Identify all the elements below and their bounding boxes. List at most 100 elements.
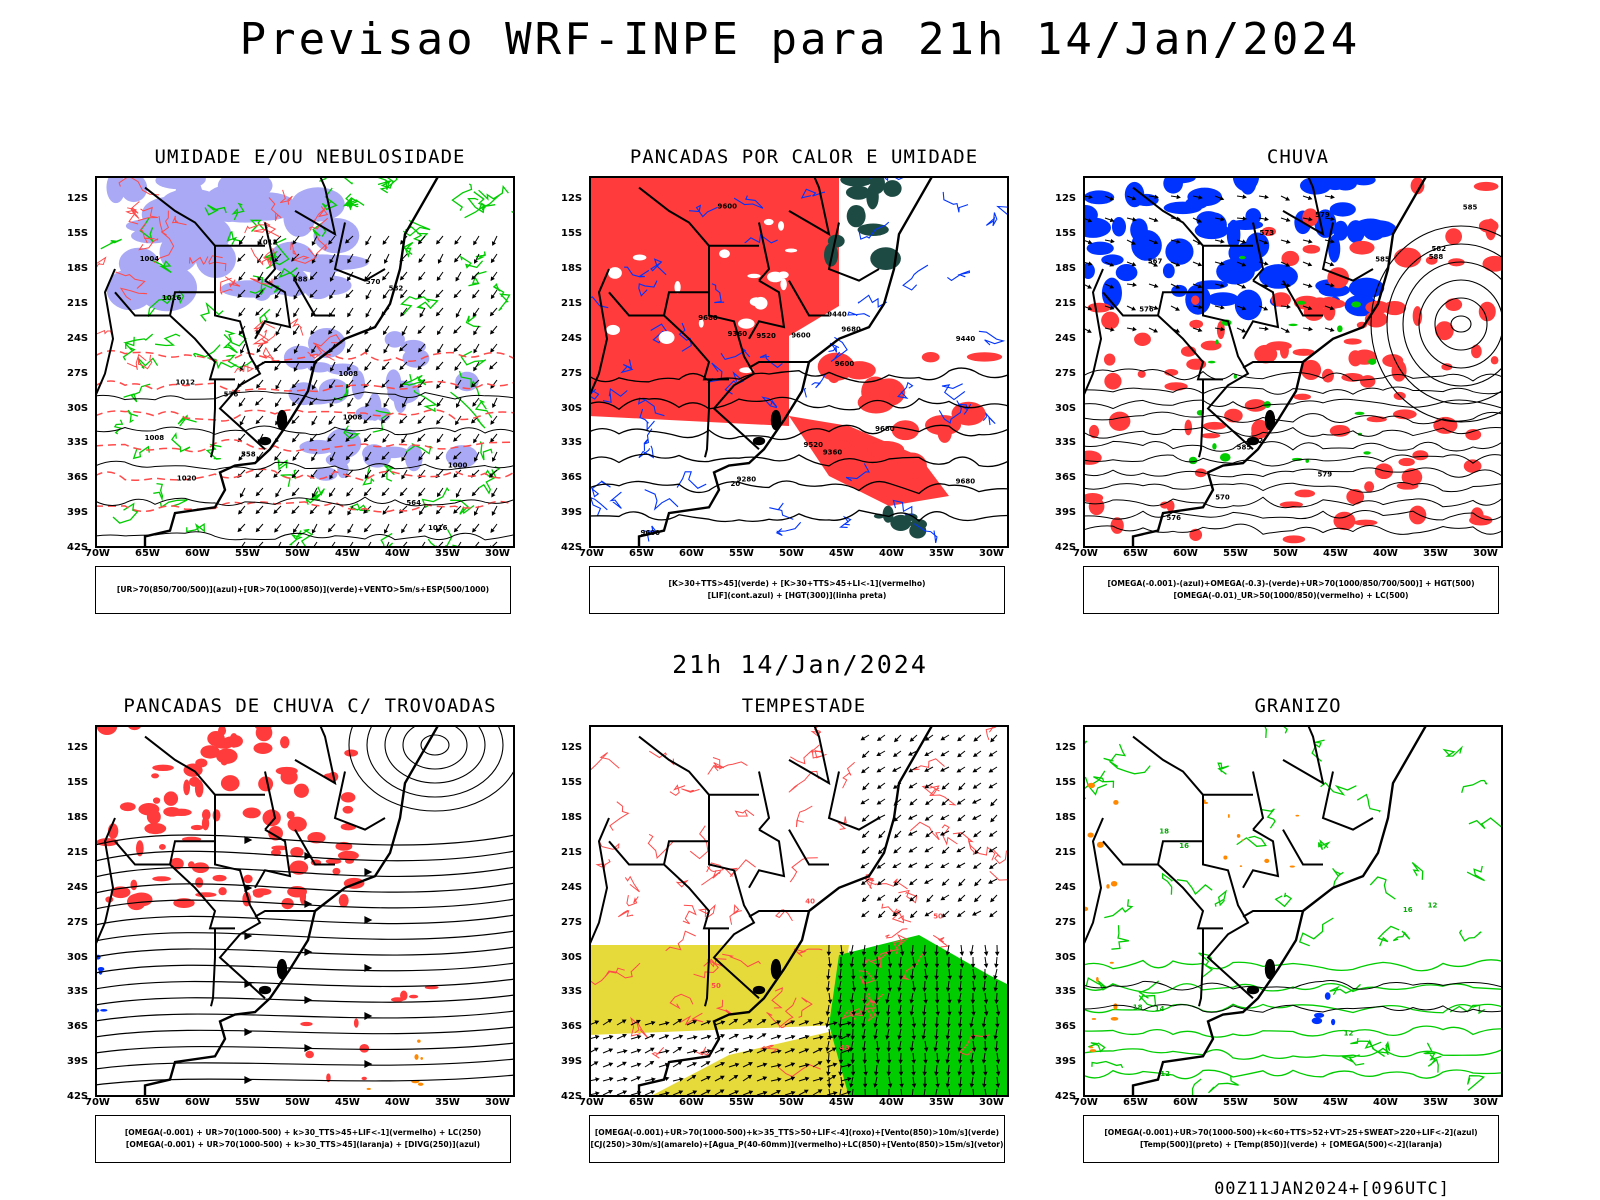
wind-arrowhead bbox=[382, 438, 387, 443]
shaded-area bbox=[1134, 332, 1151, 347]
wind-arrowhead bbox=[946, 963, 951, 969]
contour-label: 576 bbox=[224, 390, 239, 398]
wind-arrowhead bbox=[291, 383, 297, 389]
lat-tick-label: 27S bbox=[561, 916, 583, 928]
wind-arrowhead bbox=[851, 987, 857, 992]
contour-line bbox=[321, 187, 338, 211]
lake bbox=[258, 436, 272, 446]
shaded-area bbox=[1322, 368, 1334, 383]
wind-arrowhead bbox=[981, 1059, 987, 1064]
contour-line bbox=[839, 515, 852, 528]
shaded-area bbox=[1219, 453, 1231, 462]
contour-line bbox=[729, 904, 742, 925]
wind-arrowhead bbox=[382, 294, 387, 300]
wind-arrowhead bbox=[850, 1071, 856, 1077]
wind-arrowhead bbox=[899, 951, 905, 956]
wind-arrowhead bbox=[1109, 217, 1115, 223]
wind-arrowhead bbox=[849, 963, 855, 968]
contour-line bbox=[620, 359, 634, 374]
shaded-area bbox=[1245, 208, 1262, 225]
wind-arrowhead bbox=[650, 1034, 656, 1039]
contour-line bbox=[208, 255, 227, 272]
wind-arrowhead bbox=[291, 419, 296, 425]
wind-arrowhead bbox=[934, 999, 940, 1005]
shaded-area bbox=[1394, 247, 1422, 268]
wind-arrowhead bbox=[934, 987, 940, 993]
contour-line bbox=[402, 219, 431, 237]
contour-label: 570 bbox=[1215, 494, 1230, 502]
panel-trovoadas: PANCADAS DE CHUVA C/ TROVOADAS [OMEGA(-0… bbox=[65, 695, 535, 1200]
wind-arrowhead bbox=[876, 896, 882, 901]
wind-arrowhead bbox=[926, 897, 931, 903]
wind-arrowhead bbox=[892, 863, 898, 869]
lat-tick-label: 27S bbox=[1055, 916, 1077, 928]
contour-line bbox=[891, 176, 908, 181]
wind-arrowhead bbox=[819, 1035, 824, 1040]
wind-vector bbox=[934, 1088, 938, 1097]
wind-arrowhead bbox=[873, 951, 878, 956]
contour-line bbox=[788, 770, 819, 793]
streamline-arrow bbox=[364, 916, 373, 924]
contour-line bbox=[744, 234, 778, 244]
wind-arrowhead bbox=[239, 421, 244, 426]
wind-arrowhead bbox=[995, 1011, 1001, 1016]
wind-arrowhead bbox=[907, 863, 913, 868]
streamline-arrow bbox=[304, 1044, 313, 1052]
wind-arrowhead bbox=[473, 330, 478, 336]
contour-line bbox=[492, 283, 505, 298]
wind-arrowhead bbox=[861, 817, 867, 822]
wind-arrowhead bbox=[862, 999, 867, 1005]
lat-tick-label: 33S bbox=[1055, 437, 1077, 449]
country-border bbox=[589, 817, 610, 1020]
wind-arrowhead bbox=[988, 832, 994, 837]
contour-label: 1016 bbox=[428, 524, 448, 532]
contour-line bbox=[1083, 510, 1503, 521]
shaded-area bbox=[1485, 218, 1497, 241]
country-border bbox=[663, 314, 729, 381]
shaded-area bbox=[1482, 255, 1503, 272]
contour-line bbox=[589, 367, 1009, 383]
wind-arrowhead bbox=[846, 1048, 852, 1053]
lat-tick-label: 12S bbox=[67, 193, 89, 205]
country-border bbox=[294, 725, 337, 786]
lat-tick-label: 33S bbox=[67, 986, 89, 998]
shaded-area bbox=[1233, 374, 1237, 379]
shaded-area bbox=[869, 387, 890, 408]
shaded-area bbox=[1319, 296, 1339, 308]
wind-arrowhead bbox=[347, 528, 352, 534]
model-run-label: 00Z11JAN2024+[096UTC] bbox=[1214, 1179, 1450, 1199]
wind-arrowhead bbox=[311, 348, 316, 354]
shaded-area bbox=[414, 1054, 419, 1060]
shaded-area bbox=[1131, 230, 1162, 261]
contour-line bbox=[1320, 781, 1357, 796]
contour-line bbox=[978, 330, 1006, 346]
wind-arrowhead bbox=[909, 880, 914, 886]
wind-arrowhead bbox=[827, 963, 832, 968]
wind-arrowhead bbox=[622, 1090, 628, 1095]
wind-vector bbox=[256, 541, 264, 548]
wind-arrowhead bbox=[839, 951, 845, 956]
contour-line bbox=[689, 825, 709, 860]
contour-line bbox=[793, 948, 823, 957]
contour-line bbox=[95, 438, 515, 453]
contour-line bbox=[678, 322, 692, 352]
country-border bbox=[1242, 361, 1303, 369]
streamlines-250 bbox=[95, 834, 515, 1086]
lon-tick-label: 45W bbox=[1323, 1097, 1348, 1108]
country-border bbox=[788, 829, 829, 866]
shaded-area bbox=[1425, 256, 1438, 265]
contour-line bbox=[312, 223, 327, 238]
wind-arrowhead bbox=[940, 863, 946, 869]
wind-arrowhead bbox=[923, 1047, 929, 1052]
wind-arrowhead bbox=[435, 365, 441, 371]
country-border bbox=[1157, 863, 1223, 930]
lon-tick-label: 50W bbox=[285, 1097, 310, 1108]
wind-arrowhead bbox=[873, 1023, 878, 1028]
shaded-area bbox=[1096, 976, 1099, 983]
contour-line bbox=[253, 221, 280, 237]
shaded-area bbox=[1111, 217, 1126, 237]
contour-line bbox=[858, 221, 890, 240]
wind-arrowhead bbox=[908, 768, 914, 773]
lon-tick-label: 45W bbox=[1323, 548, 1348, 559]
